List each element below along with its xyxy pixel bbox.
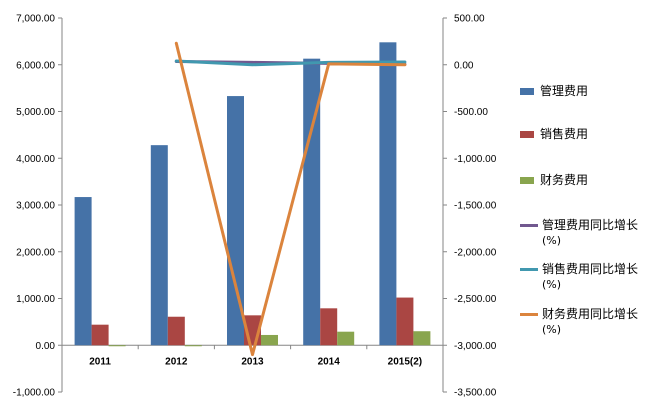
bar bbox=[303, 58, 321, 346]
legend-item: 财务费用同比增长 (%) bbox=[520, 307, 656, 337]
legend-item: 财务费用 bbox=[520, 173, 654, 188]
bar bbox=[167, 316, 185, 346]
left-tick-label: 2,000.00 bbox=[16, 247, 55, 258]
right-tick-label: -2,500.00 bbox=[454, 294, 497, 305]
bar bbox=[227, 96, 244, 346]
legend-item: 管理费用同比增长 (%) bbox=[520, 218, 656, 248]
left-tick-label: 4,000.00 bbox=[16, 154, 55, 165]
bar bbox=[150, 145, 168, 346]
bar bbox=[337, 331, 355, 346]
legend-swatch bbox=[520, 313, 538, 316]
right-tick-label: 0.00 bbox=[454, 60, 474, 71]
legend-item: 销售费用同比增长 (%) bbox=[520, 262, 656, 292]
left-tick-label: 7,000.00 bbox=[16, 14, 55, 25]
x-tick-label: 2012 bbox=[165, 356, 188, 367]
legend-swatch bbox=[520, 224, 538, 227]
x-tick-label: 2014 bbox=[318, 356, 341, 367]
legend-label: 管理费用同比增长 (%) bbox=[542, 218, 639, 247]
left-tick-label: -1,000.00 bbox=[13, 388, 56, 399]
right-tick-label: -1,000.00 bbox=[454, 154, 497, 165]
bar bbox=[184, 345, 202, 347]
x-tick-label: 2015(2) bbox=[388, 356, 422, 367]
legend-swatch bbox=[520, 131, 534, 138]
legend-label: 财务费用 bbox=[540, 173, 589, 187]
left-tick-label: 6,000.00 bbox=[16, 60, 55, 71]
bar bbox=[379, 42, 397, 346]
plot-area: 7,000.00 6,000.00 5,000.00 4,000.00 3,000.00… bbox=[13, 14, 497, 399]
legend-label: 财务费用同比增长 (%) bbox=[542, 307, 639, 336]
bar bbox=[91, 324, 109, 346]
x-tick-label: 2011 bbox=[89, 356, 111, 367]
legend-swatch bbox=[520, 88, 534, 95]
legend-label: 销售费用 bbox=[540, 127, 589, 141]
legend-item: 管理费用 bbox=[520, 84, 654, 99]
left-tick-label: 5,000.00 bbox=[16, 107, 55, 118]
legend-label: 管理费用 bbox=[540, 84, 589, 98]
left-tick-label: 1,000.00 bbox=[16, 294, 55, 305]
bar bbox=[320, 308, 338, 346]
legend: 管理费用销售费用财务费用管理费用同比增长 (%) 销售费用同比增长 (%) 财务费用同比… bbox=[520, 0, 656, 415]
legend-item: 销售费用 bbox=[520, 127, 654, 142]
right-tick-label: -500.00 bbox=[454, 107, 488, 118]
right-tick-label: -3,500.00 bbox=[454, 388, 497, 399]
series-line bbox=[174, 41, 407, 357]
series-line bbox=[174, 59, 407, 67]
bar bbox=[413, 331, 431, 346]
x-tick-label: 2013 bbox=[241, 356, 264, 367]
bar bbox=[261, 334, 278, 346]
right-tick-label: 500.00 bbox=[454, 14, 485, 25]
bar bbox=[396, 297, 414, 346]
bar bbox=[108, 345, 126, 347]
bar bbox=[74, 197, 92, 346]
legend-swatch bbox=[520, 177, 534, 184]
left-tick-label: 3,000.00 bbox=[16, 201, 55, 212]
right-tick-label: -2,000.00 bbox=[454, 247, 497, 258]
right-tick-label: -3,000.00 bbox=[454, 341, 497, 352]
right-tick-label: -1,500.00 bbox=[454, 201, 497, 212]
left-tick-label: 0.00 bbox=[36, 341, 56, 352]
legend-label: 销售费用同比增长 (%) bbox=[542, 262, 639, 291]
legend-swatch bbox=[520, 268, 538, 271]
